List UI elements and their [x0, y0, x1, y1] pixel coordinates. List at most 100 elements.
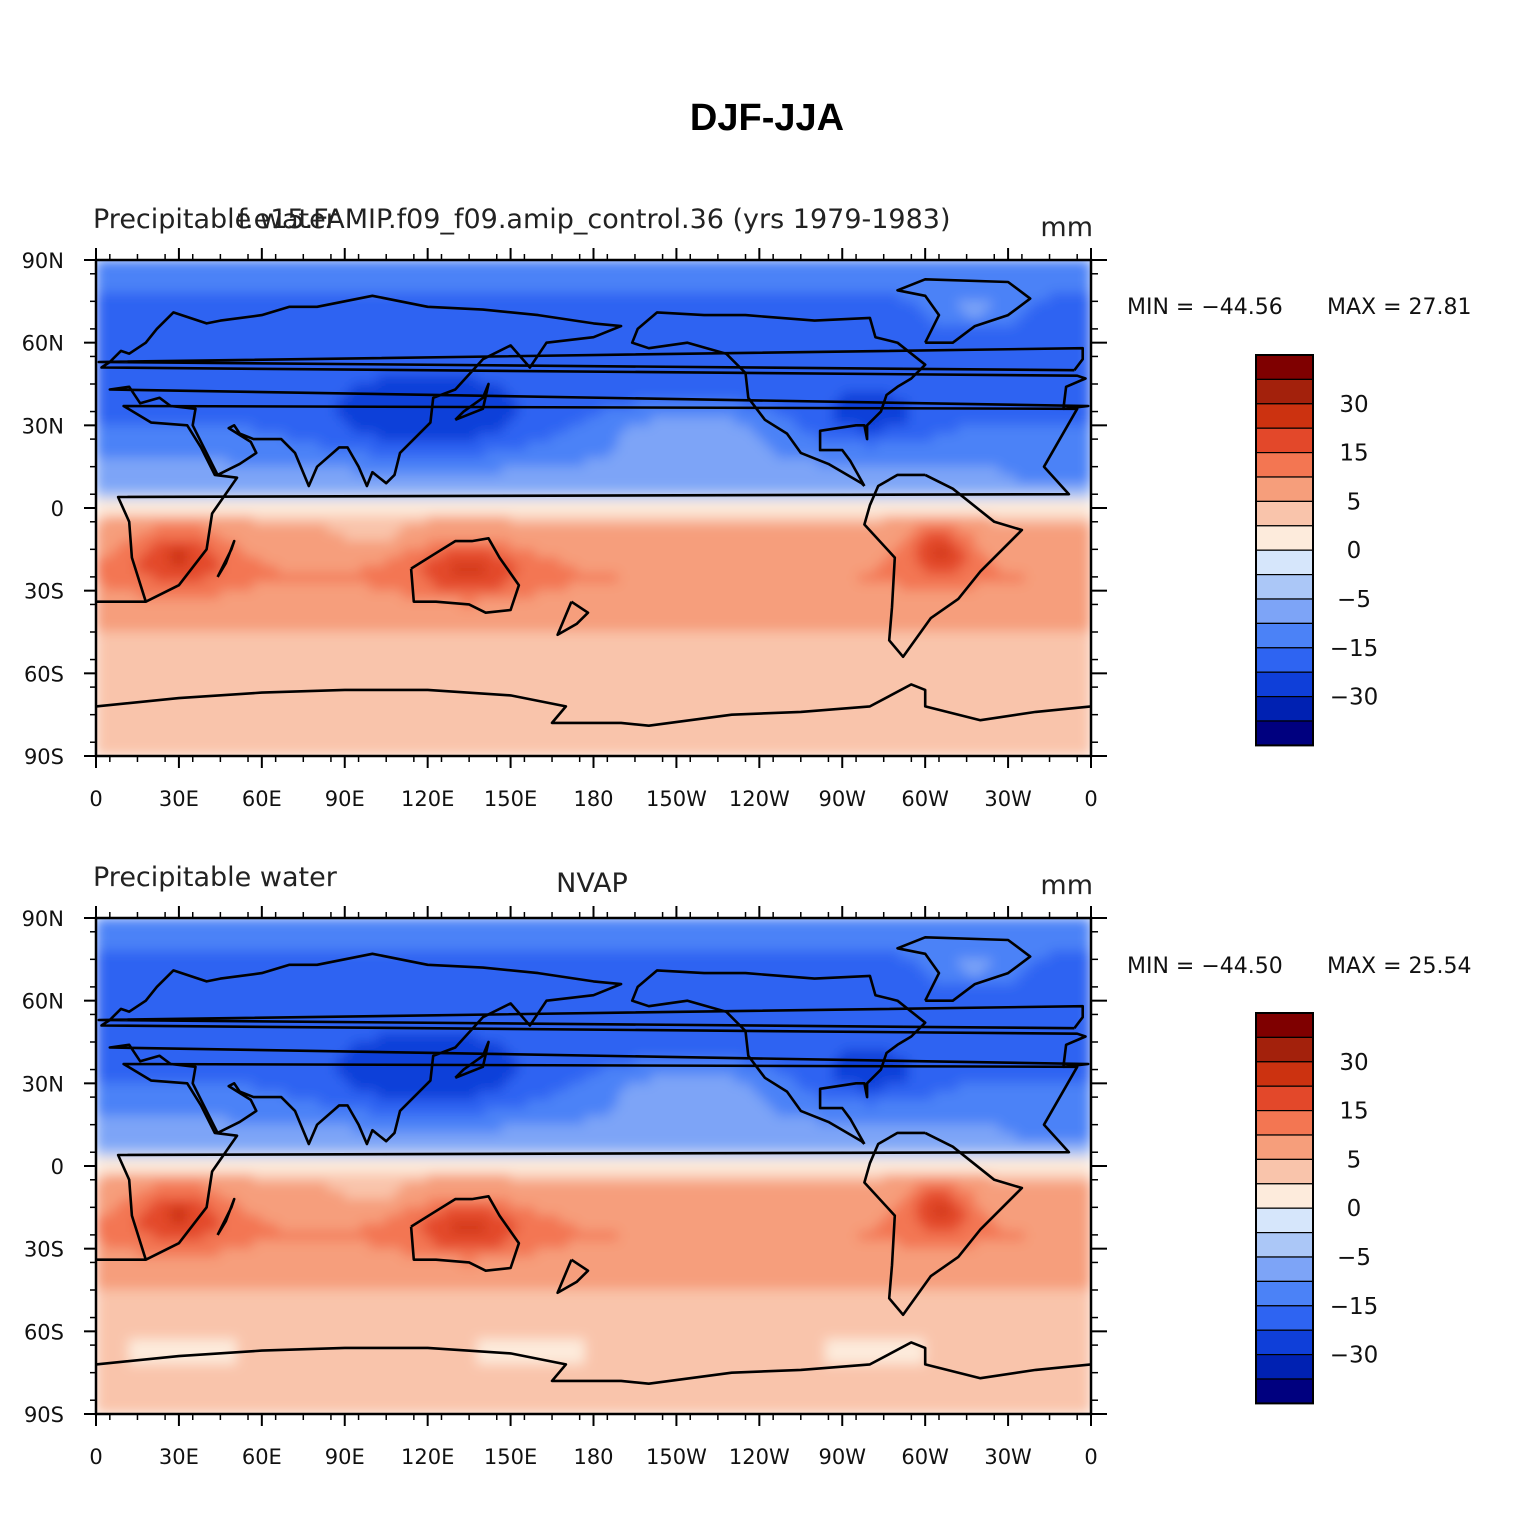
contour-cell: [675, 499, 686, 509]
contour-cell: [178, 276, 188, 286]
contour-cell: [534, 433, 545, 443]
contour-cell: [302, 598, 313, 608]
contour-cell: [476, 300, 487, 311]
contour-cell: [584, 383, 594, 393]
contour-cell: [634, 457, 644, 468]
contour-cell: [974, 507, 984, 517]
contour-cell: [982, 557, 992, 567]
contour-cell: [493, 300, 503, 311]
contour-cell: [725, 482, 735, 492]
contour-cell: [510, 416, 520, 426]
contour-cell: [219, 573, 230, 583]
contour-cell: [360, 260, 371, 269]
contour-cell: [1082, 565, 1091, 575]
contour-cell: [128, 532, 138, 542]
contour-cell: [501, 408, 512, 418]
contour-cell: [452, 416, 462, 426]
contour-cell: [593, 540, 603, 550]
contour-cell: [394, 532, 404, 542]
contour-cell: [128, 565, 138, 575]
contour-cell: [219, 515, 230, 526]
contour-cell: [543, 598, 553, 608]
contour-cell: [866, 350, 876, 360]
contour-cell: [601, 433, 611, 443]
contour-cell: [427, 309, 437, 319]
contour-cell: [244, 466, 255, 476]
contour-cell: [136, 573, 147, 583]
contour-cell: [916, 383, 926, 393]
contour-cell: [1082, 383, 1091, 393]
contour-cell: [103, 515, 114, 526]
contour-cell: [941, 416, 951, 426]
contour-cell: [1007, 482, 1017, 492]
contour-cell: [551, 532, 561, 542]
contour-cell: [841, 391, 852, 402]
contour-cell: [302, 466, 313, 476]
contour-cell: [228, 548, 238, 559]
contour-cell: [642, 441, 653, 451]
contour-cell: [559, 507, 570, 517]
contour-cell: [385, 565, 395, 575]
contour-cell: [228, 375, 238, 385]
contour-cell: [369, 325, 379, 335]
contour-cell: [775, 524, 785, 534]
contour-cell: [253, 433, 263, 443]
contour-cell: [327, 408, 337, 418]
contour-cell: [667, 424, 677, 435]
contour-cell: [526, 524, 536, 534]
contour-cell: [891, 540, 901, 550]
contour-cell: [311, 333, 321, 344]
contour-cell: [651, 466, 661, 476]
contour-cell: [161, 565, 172, 575]
contour-cell: [634, 358, 644, 368]
contour-cell: [369, 260, 379, 269]
contour-cell: [941, 358, 951, 368]
contour-cell: [601, 333, 611, 344]
contour-cell: [103, 375, 114, 385]
contour-cell: [1065, 284, 1075, 294]
contour-cell: [709, 466, 719, 476]
contour-cell: [485, 424, 495, 435]
contour-cell: [112, 408, 122, 418]
contour-cell: [543, 573, 553, 583]
contour-cell: [360, 366, 371, 377]
contour-cell: [534, 284, 545, 294]
contour-cell: [1040, 573, 1051, 583]
contour-cell: [277, 524, 288, 534]
contour-cell: [518, 383, 528, 393]
contour-cell: [120, 466, 130, 476]
contour-cell: [1040, 325, 1051, 335]
contour-cell: [410, 540, 420, 550]
contour-cell: [709, 524, 719, 534]
contour-cell: [377, 375, 387, 385]
contour-cell: [319, 499, 329, 509]
contour-cell: [452, 524, 462, 534]
contour-cell: [858, 457, 868, 468]
contour-cell: [775, 499, 785, 509]
contour-cell: [858, 449, 868, 459]
contour-cell: [891, 565, 901, 575]
contour-cell: [899, 300, 910, 311]
contour-cell: [593, 449, 603, 459]
contour-cell: [195, 540, 205, 550]
contour-cell: [1082, 474, 1091, 484]
contour-cell: [518, 557, 528, 567]
contour-cell: [800, 267, 810, 278]
contour-cell: [170, 260, 180, 269]
contour-cell: [427, 342, 437, 352]
contour-cell: [1032, 366, 1042, 377]
contour-cell: [518, 474, 528, 484]
contour-cell: [145, 260, 155, 269]
contour-cell: [717, 416, 727, 426]
contour-cell: [170, 424, 180, 435]
contour-cell: [261, 565, 271, 575]
contour-cell: [850, 358, 860, 368]
contour-cell: [1049, 441, 1059, 451]
contour-cell: [874, 548, 885, 559]
contour-cell: [800, 424, 810, 435]
contour-cell: [195, 565, 205, 575]
contour-cell: [543, 424, 553, 435]
contour-cell: [369, 366, 379, 377]
contour-cell: [841, 383, 852, 393]
contour-cell: [261, 524, 271, 534]
